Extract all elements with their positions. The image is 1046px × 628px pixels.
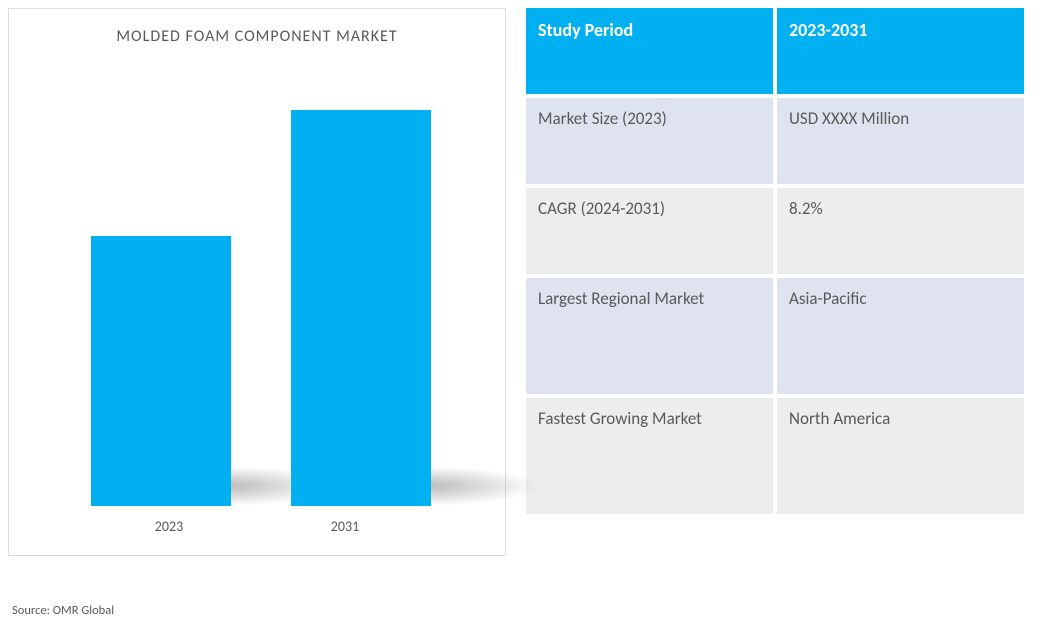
x-label: 2031 <box>331 518 359 535</box>
table-cell-label: Study Period <box>526 8 777 98</box>
table-row: CAGR (2024-2031)8.2% <box>526 188 1024 278</box>
x-label: 2023 <box>155 518 183 535</box>
table-cell-value: North America <box>777 398 1024 518</box>
bar-2031 <box>291 110 431 506</box>
table-cell-label: Fastest Growing Market <box>526 398 777 518</box>
table-cell-label: Largest Regional Market <box>526 278 777 398</box>
bar-2023 <box>91 236 231 506</box>
table-cell-value: Asia-Pacific <box>777 278 1024 398</box>
table-cell-label: Market Size (2023) <box>526 98 777 188</box>
main-container: MOLDED FOAM COMPONENT MARKET 2023 2031 St… <box>8 8 1038 556</box>
chart-panel: MOLDED FOAM COMPONENT MARKET 2023 2031 <box>8 8 506 556</box>
table-row: Fastest Growing MarketNorth America <box>526 398 1024 518</box>
bar <box>91 236 231 506</box>
info-table: Study Period2023-2031Market Size (2023)U… <box>526 8 1024 556</box>
bar-shadow <box>421 466 541 506</box>
chart-title: MOLDED FOAM COMPONENT MARKET <box>31 27 483 46</box>
source-attribution: Source: OMR Global <box>12 603 114 618</box>
table-cell-label: CAGR (2024-2031) <box>526 188 777 278</box>
table-row: Largest Regional MarketAsia-Pacific <box>526 278 1024 398</box>
bar <box>291 110 431 506</box>
chart-plot-area <box>31 56 483 506</box>
table-row: Market Size (2023)USD XXXX Million <box>526 98 1024 188</box>
table-row: Study Period2023-2031 <box>526 8 1024 98</box>
table-cell-value: 8.2% <box>777 188 1024 278</box>
table-cell-value: USD XXXX Million <box>777 98 1024 188</box>
chart-x-axis: 2023 2031 <box>31 518 483 535</box>
table-cell-value: 2023-2031 <box>777 8 1024 98</box>
